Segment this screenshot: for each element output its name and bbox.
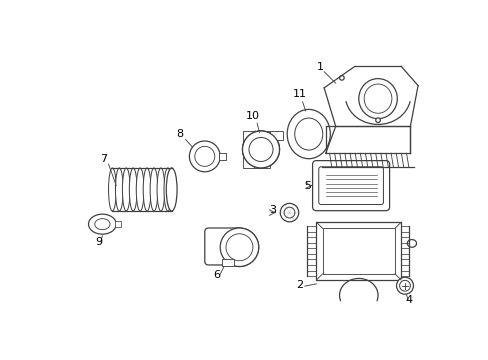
Text: 4: 4 (405, 295, 411, 305)
Text: 3: 3 (268, 204, 276, 215)
Ellipse shape (284, 207, 294, 218)
Text: 6: 6 (212, 270, 220, 280)
Ellipse shape (248, 138, 272, 162)
Ellipse shape (250, 131, 260, 168)
Text: 9: 9 (95, 237, 102, 247)
Text: 8: 8 (176, 129, 183, 139)
Ellipse shape (248, 138, 272, 162)
Ellipse shape (242, 131, 279, 168)
FancyBboxPatch shape (318, 167, 383, 204)
Text: 5: 5 (303, 181, 310, 191)
Ellipse shape (399, 280, 409, 291)
FancyBboxPatch shape (312, 161, 389, 211)
Ellipse shape (150, 168, 158, 211)
Ellipse shape (95, 219, 110, 230)
Ellipse shape (143, 168, 151, 211)
Ellipse shape (108, 168, 116, 211)
Ellipse shape (136, 168, 143, 211)
Ellipse shape (115, 168, 123, 211)
Ellipse shape (396, 277, 413, 294)
Ellipse shape (242, 131, 279, 168)
Ellipse shape (194, 147, 214, 166)
Ellipse shape (129, 168, 137, 211)
Ellipse shape (248, 138, 272, 162)
Bar (115, 221, 121, 227)
Ellipse shape (157, 168, 164, 211)
Text: 10: 10 (246, 111, 260, 121)
Ellipse shape (88, 214, 116, 234)
Bar (270, 131, 282, 140)
Ellipse shape (364, 84, 391, 113)
Ellipse shape (163, 168, 171, 211)
Ellipse shape (166, 168, 177, 211)
Text: 7: 7 (100, 154, 106, 164)
Circle shape (375, 118, 380, 122)
Ellipse shape (220, 228, 258, 266)
Ellipse shape (358, 78, 396, 119)
Ellipse shape (280, 203, 298, 222)
Circle shape (339, 76, 344, 80)
Bar (242, 131, 270, 168)
Ellipse shape (225, 234, 252, 261)
Text: 11: 11 (292, 89, 306, 99)
Bar (221, 259, 234, 266)
Ellipse shape (242, 131, 279, 168)
Ellipse shape (225, 234, 252, 261)
Ellipse shape (122, 168, 130, 211)
Bar (218, 153, 226, 160)
Bar (322, 228, 394, 274)
Ellipse shape (294, 118, 322, 150)
Ellipse shape (286, 109, 329, 159)
Ellipse shape (407, 239, 416, 247)
Bar (316, 222, 400, 280)
FancyBboxPatch shape (204, 228, 241, 265)
Text: 1: 1 (316, 62, 323, 72)
Text: 2: 2 (295, 280, 303, 290)
Ellipse shape (189, 141, 220, 172)
Ellipse shape (220, 228, 258, 266)
